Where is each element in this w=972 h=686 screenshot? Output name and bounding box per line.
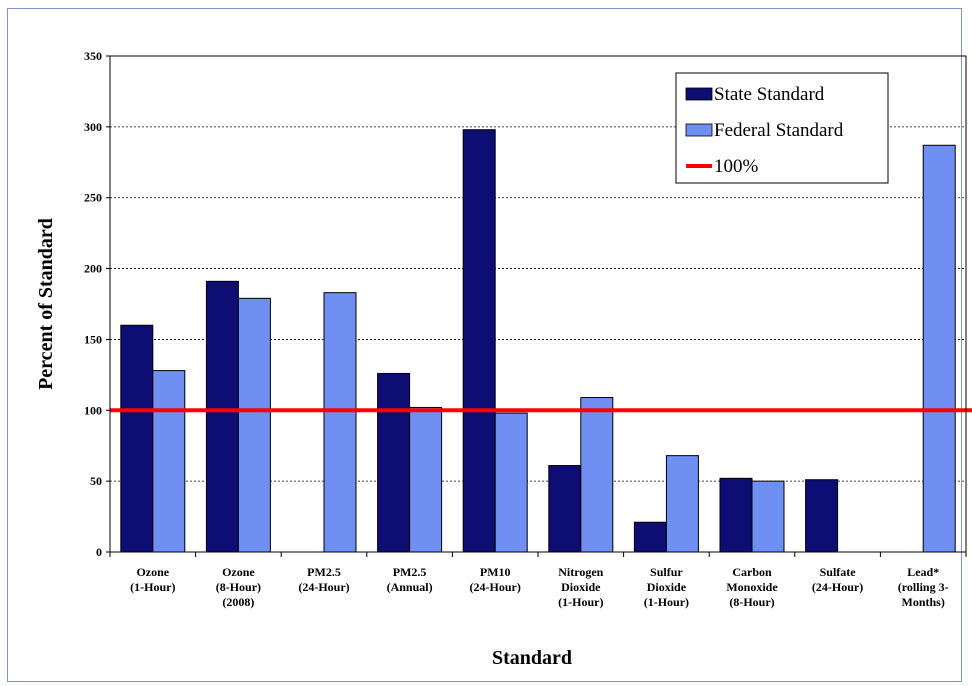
x-category-label: Nitrogen Dioxide (1-Hour) [558, 565, 604, 609]
y-tick-label: 150 [84, 332, 102, 346]
legend: State Standard Federal Standard 100% [675, 72, 889, 184]
legend-label: Federal Standard [714, 120, 844, 141]
y-tick-label: 100 [84, 403, 102, 417]
y-tick-label: 50 [90, 474, 102, 488]
bar-federal [409, 406, 443, 553]
bar-federal [323, 292, 357, 553]
bar-federal [237, 297, 271, 553]
legend-swatch [685, 123, 713, 137]
bar-state [120, 324, 154, 553]
y-tick-label: 250 [84, 191, 102, 205]
y-axis-ticks: 0 50 100 150 200 250 300 350 [84, 49, 110, 559]
bar-state [462, 129, 496, 553]
x-category-label: Ozone (8-Hour) (2008) [216, 565, 261, 609]
x-category-label: Lead* (rolling 3-Months) [898, 565, 949, 609]
x-category-label: PM2.5 (24-Hour) [298, 565, 349, 594]
y-tick-label: 200 [84, 262, 102, 276]
bar-state [633, 521, 667, 553]
bar-state [205, 280, 239, 553]
x-category-label: Carbon Monoxide (8-Hour) [726, 565, 778, 609]
bar-federal [751, 480, 785, 553]
bar-federal [665, 455, 699, 553]
bar-federal [494, 412, 528, 553]
legend-label: State Standard [714, 84, 825, 105]
legend-swatch [685, 87, 713, 101]
x-category-label: Sulfate (24-Hour) [812, 565, 863, 594]
bar-federal [922, 144, 956, 553]
x-category-label: Ozone (1-Hour) [130, 565, 175, 594]
y-axis-title: Percent of Standard [35, 218, 57, 390]
bar-federal [152, 370, 186, 553]
y-tick-label: 350 [84, 49, 102, 63]
bar-state [719, 477, 753, 553]
y-tick-label: 0 [96, 545, 102, 559]
x-axis-title: Standard [492, 647, 572, 669]
x-axis-category-labels: Ozone (1-Hour) Ozone (8-Hour) (2008) PM2.5 (24… [109, 552, 967, 609]
x-category-label: PM2.5 (Annual) [387, 565, 433, 594]
legend-label: 100% [714, 156, 759, 177]
bars [120, 129, 956, 553]
y-tick-label: 300 [84, 120, 102, 134]
x-category-label: Sulfur Dioxide (1-Hour) [644, 565, 689, 609]
bar-state [805, 479, 839, 553]
x-category-label: PM10 (24-Hour) [470, 565, 521, 594]
bar-state [548, 465, 582, 553]
bar-state [377, 372, 411, 553]
bar-federal [580, 397, 614, 553]
